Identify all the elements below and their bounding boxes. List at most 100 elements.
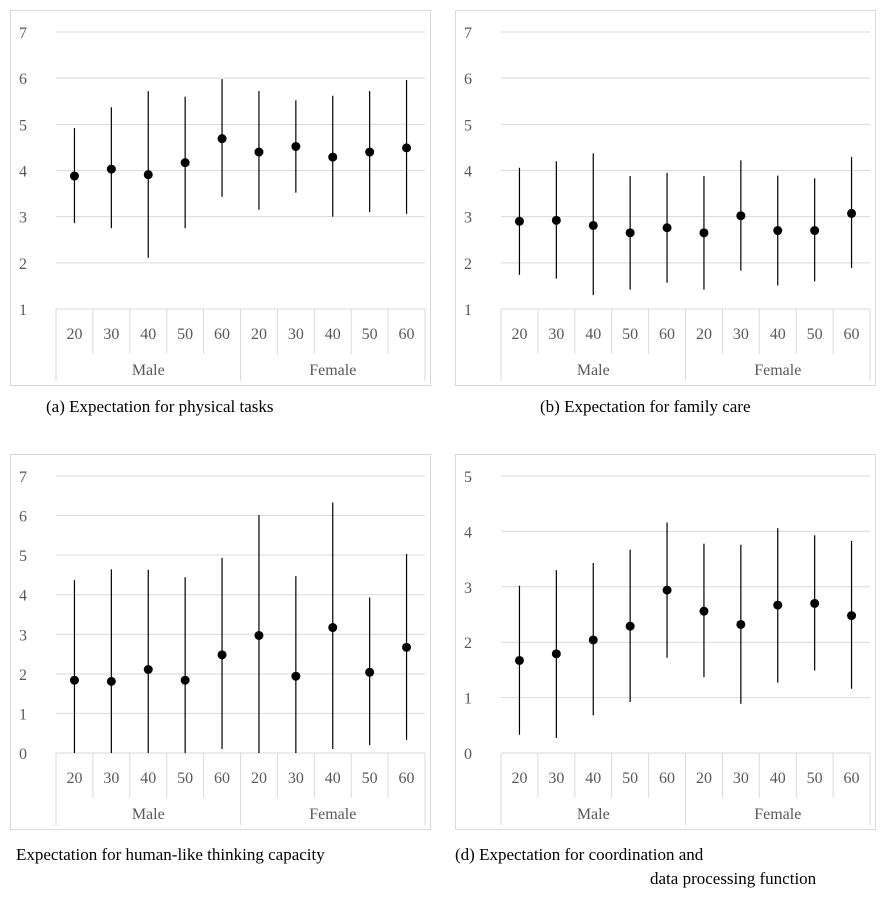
group-label: Female xyxy=(754,806,801,823)
x-tick-label: 50 xyxy=(362,770,378,787)
x-tick-label: 30 xyxy=(288,770,304,787)
data-point xyxy=(402,642,412,652)
y-tick-label: 3 xyxy=(19,210,27,227)
group-label: Female xyxy=(754,362,801,379)
y-tick-label: 1 xyxy=(464,691,472,708)
x-tick-label: 40 xyxy=(325,326,341,343)
y-tick-label: 1 xyxy=(464,302,472,319)
chart-panel-d: 0 1 2 3 4 5 20 30 40 50 60 20 30 40 50 60 Male Female xyxy=(455,454,876,830)
x-tick-label: 40 xyxy=(585,770,601,787)
y-tick-label: 6 xyxy=(19,509,27,526)
chart-b-svg: 1 2 3 4 5 6 7 20 30 40 50 60 20 30 40 50 60 Male Female xyxy=(464,25,871,381)
data-point xyxy=(736,211,746,221)
x-tick-label: 60 xyxy=(659,326,675,343)
caption-a: (a) Expectation for physical tasks xyxy=(46,397,274,416)
chart-a-svg: 1 2 3 4 5 6 7 20 30 40 50 60 20 30 40 50 60 Male Female xyxy=(19,25,426,381)
x-tick-label: 60 xyxy=(214,770,230,787)
data-point xyxy=(69,171,79,181)
x-tick-label: 30 xyxy=(103,326,119,343)
x-tick-label: 20 xyxy=(66,770,82,787)
x-tick-label: 50 xyxy=(177,326,193,343)
data-point xyxy=(291,141,301,151)
y-tick-label: 5 xyxy=(19,117,27,134)
y-tick-label: 4 xyxy=(19,164,27,181)
group-label: Male xyxy=(132,362,165,379)
data-point xyxy=(588,220,598,230)
y-tick-label: 0 xyxy=(464,746,472,763)
x-tick-label: 30 xyxy=(548,326,564,343)
x-tick-label: 20 xyxy=(66,326,82,343)
x-tick-label: 50 xyxy=(622,326,638,343)
x-tick-label: 50 xyxy=(177,770,193,787)
data-point xyxy=(773,226,783,236)
x-tick-label: 50 xyxy=(622,770,638,787)
x-tick-label: 60 xyxy=(659,770,675,787)
caption-d: (d) Expectation for coordination and xyxy=(455,845,704,864)
data-point xyxy=(810,226,820,236)
y-tick-label: 1 xyxy=(19,302,27,319)
y-tick-label: 5 xyxy=(19,548,27,565)
y-tick-label: 0 xyxy=(19,746,27,763)
y-tick-label: 2 xyxy=(19,667,27,684)
y-tick-label: 3 xyxy=(464,580,472,597)
data-point xyxy=(143,665,153,675)
data-point xyxy=(180,158,190,168)
group-label: Male xyxy=(577,806,610,823)
chart-c-svg: 0 1 2 3 4 5 6 7 20 30 40 50 60 20 30 40 50 60 Male Female xyxy=(19,469,426,825)
x-tick-label: 50 xyxy=(807,326,823,343)
x-tick-label: 40 xyxy=(140,770,156,787)
y-tick-label: 2 xyxy=(464,256,472,273)
x-tick-label: 30 xyxy=(103,770,119,787)
x-tick-label: 40 xyxy=(325,770,341,787)
x-tick-label: 40 xyxy=(770,326,786,343)
data-point xyxy=(365,667,375,677)
x-tick-label: 60 xyxy=(844,770,860,787)
data-point xyxy=(69,675,79,685)
data-point xyxy=(514,216,524,226)
y-tick-label: 6 xyxy=(464,71,472,88)
data-point xyxy=(662,585,672,595)
data-point xyxy=(588,635,598,645)
data-point xyxy=(106,676,116,686)
chart-panel-a: 1 2 3 4 5 6 7 20 30 40 50 60 20 30 40 50 60 Male Female xyxy=(10,10,431,386)
data-point xyxy=(217,134,227,144)
data-point xyxy=(328,152,338,162)
data-point xyxy=(217,650,227,660)
x-tick-label: 30 xyxy=(733,770,749,787)
data-point xyxy=(402,143,412,153)
x-tick-label: 40 xyxy=(770,770,786,787)
data-point xyxy=(365,147,375,157)
y-tick-label: 5 xyxy=(464,469,472,486)
data-point xyxy=(328,623,338,633)
data-point xyxy=(625,228,635,238)
y-tick-label: 5 xyxy=(464,117,472,134)
data-point xyxy=(143,170,153,180)
data-point xyxy=(551,649,561,659)
x-tick-label: 30 xyxy=(733,326,749,343)
y-tick-label: 3 xyxy=(464,210,472,227)
group-label: Female xyxy=(309,806,356,823)
data-point xyxy=(773,600,783,610)
x-tick-label: 60 xyxy=(399,770,415,787)
x-tick-label: 20 xyxy=(251,326,267,343)
y-tick-label: 6 xyxy=(19,71,27,88)
data-point xyxy=(254,630,264,640)
x-tick-label: 30 xyxy=(288,326,304,343)
group-label: Male xyxy=(132,806,165,823)
group-label: Female xyxy=(309,362,356,379)
chart-panel-c: 0 1 2 3 4 5 6 7 20 30 40 50 60 20 30 40 50 60 Male Female xyxy=(10,454,431,830)
x-tick-label: 20 xyxy=(696,326,712,343)
x-tick-label: 60 xyxy=(844,326,860,343)
data-point xyxy=(699,606,709,616)
data-point xyxy=(514,655,524,665)
data-point xyxy=(847,611,857,621)
data-point xyxy=(699,228,709,238)
y-tick-label: 2 xyxy=(19,256,27,273)
data-point xyxy=(551,215,561,225)
x-tick-label: 20 xyxy=(511,326,527,343)
data-point xyxy=(254,147,264,157)
y-tick-label: 3 xyxy=(19,627,27,644)
data-point xyxy=(662,223,672,233)
x-tick-label: 20 xyxy=(251,770,267,787)
y-tick-label: 4 xyxy=(464,164,472,181)
